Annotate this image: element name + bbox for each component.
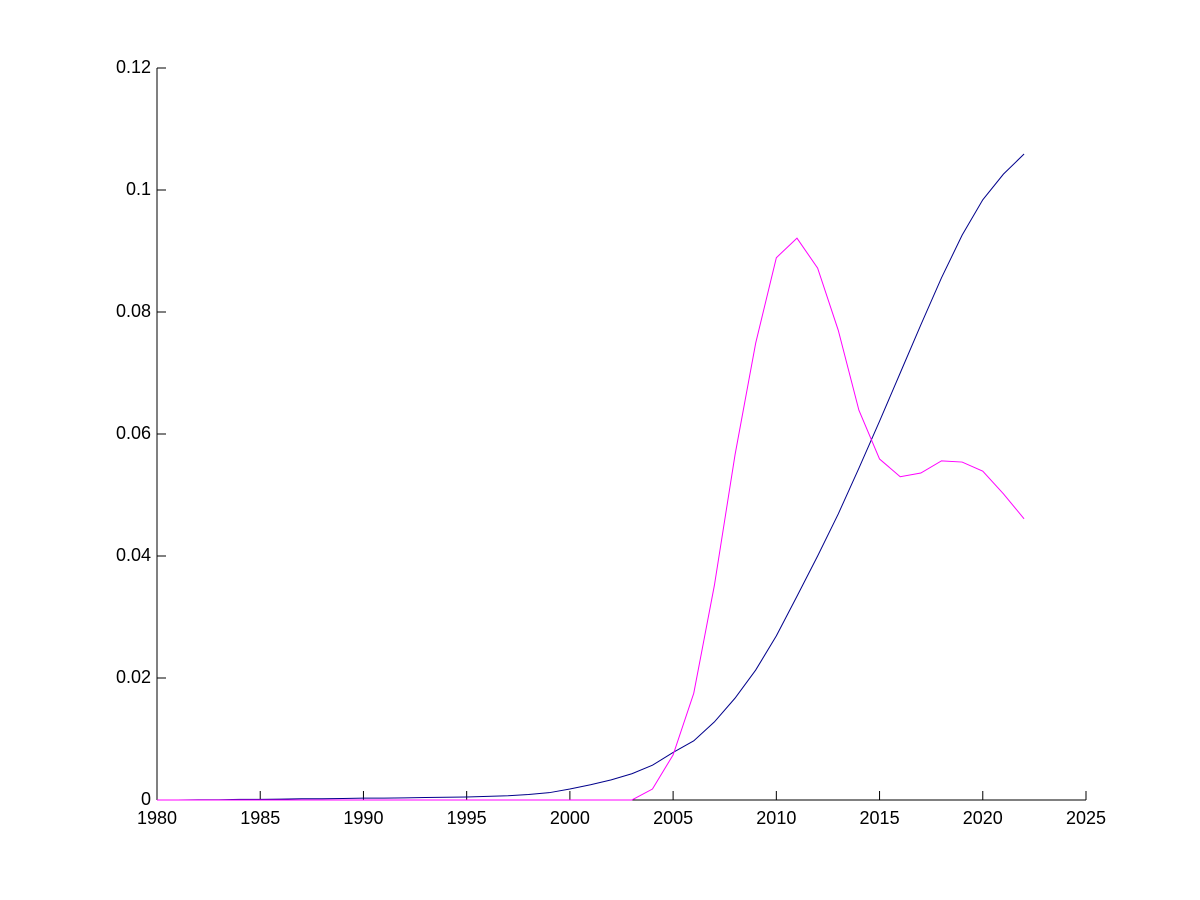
- y-tick-label: 0.02: [116, 667, 151, 687]
- x-tick-label: 1990: [343, 808, 383, 828]
- x-tick-label: 2020: [963, 808, 1003, 828]
- x-tick-label: 2015: [860, 808, 900, 828]
- x-tick-label: 1985: [240, 808, 280, 828]
- x-tick-label: 2000: [550, 808, 590, 828]
- x-tick-label: 1980: [137, 808, 177, 828]
- series-line: [157, 153, 1025, 801]
- x-tick-label: 1995: [447, 808, 487, 828]
- y-tick-label: 0.1: [126, 179, 151, 199]
- y-tick-label: 0.12: [116, 57, 151, 77]
- x-tick-label: 2010: [756, 808, 796, 828]
- y-tick-label: 0.04: [116, 545, 151, 565]
- y-tick-label: 0.08: [116, 301, 151, 321]
- series-line: [157, 237, 1025, 801]
- x-tick-label: 2025: [1066, 808, 1106, 828]
- y-tick-label: 0: [141, 789, 151, 809]
- y-tick-label: 0.06: [116, 423, 151, 443]
- x-tick-label: 2005: [653, 808, 693, 828]
